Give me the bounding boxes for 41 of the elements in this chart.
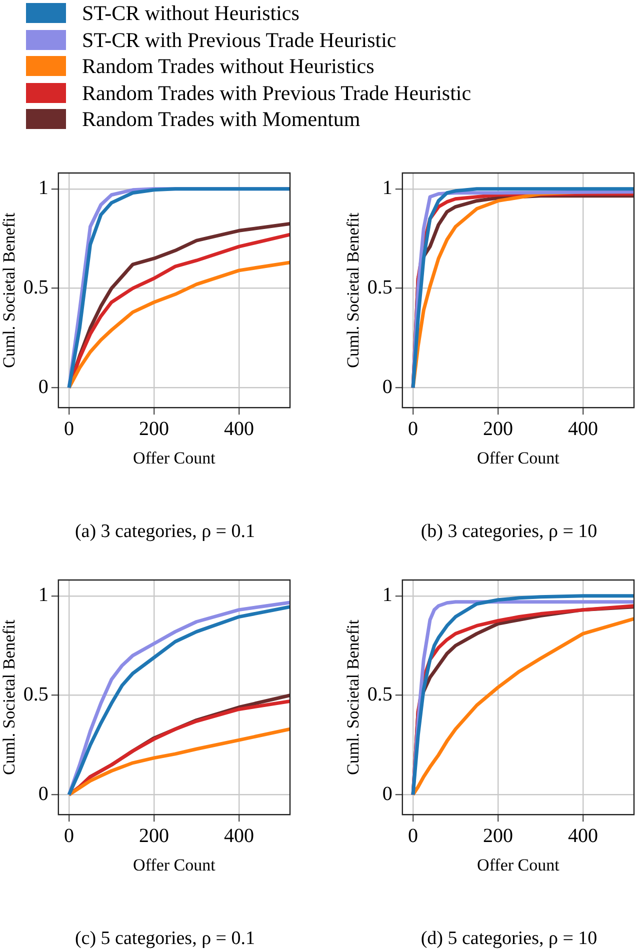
x-tick-label: 400 xyxy=(224,418,254,440)
y-tick-label: 0.5 xyxy=(367,684,392,706)
x-tick-label: 0 xyxy=(408,824,418,847)
y-tick-label: 1 xyxy=(38,177,48,200)
y-tick-label: 0 xyxy=(38,782,48,805)
legend-label: Random Trades with Previous Trade Heuristic xyxy=(82,80,472,106)
y-tick-label: 0 xyxy=(382,782,392,805)
text: (b) 3 categories, ρ = 10 xyxy=(420,521,598,543)
y-axis-title: Cuml. Societal Benefit xyxy=(344,212,363,368)
x-axis-title: Offer Count xyxy=(477,448,560,468)
legend-label: ST-CR without Heuristics xyxy=(82,0,300,26)
x-tick-label: 0 xyxy=(64,418,74,440)
x-tick-label: 200 xyxy=(139,418,170,440)
y-tick-label: 1 xyxy=(382,584,392,606)
x-tick-label: 0 xyxy=(408,418,418,440)
x-axis-title: Offer Count xyxy=(477,855,560,874)
y-tick-label: 0.5 xyxy=(23,276,48,299)
x-tick-label: 400 xyxy=(224,824,254,847)
x-axis-title: Offer Count xyxy=(133,448,216,468)
x-axis-title: Offer Count xyxy=(133,855,216,874)
x-tick-label: 400 xyxy=(568,418,598,440)
y-axis-title: Cuml. Societal Benefit xyxy=(344,619,363,775)
y-tick-label: 0.5 xyxy=(367,276,392,299)
y-tick-label: 1 xyxy=(38,584,48,606)
legend-label: Random Trades without Heuristics xyxy=(82,53,374,80)
legend-label: ST-CR with Previous Trade Heuristic xyxy=(82,26,396,53)
y-tick-label: 1 xyxy=(382,177,392,200)
text: (a) 3 categories, ρ = 0.1 xyxy=(74,521,256,543)
x-tick-label: 400 xyxy=(568,824,598,847)
legend-label: Random Trades with Momentum xyxy=(82,106,360,132)
y-axis-title: Cuml. Societal Benefit xyxy=(0,212,19,368)
y-tick-label: 0.5 xyxy=(23,684,48,706)
x-tick-label: 200 xyxy=(483,418,514,440)
x-tick-label: 200 xyxy=(483,824,514,847)
y-axis-title: Cuml. Societal Benefit xyxy=(0,619,19,775)
text: (c) 5 categories, ρ = 0.1 xyxy=(74,928,256,950)
x-tick-label: 0 xyxy=(64,824,74,847)
x-tick-label: 200 xyxy=(139,824,170,847)
y-tick-label: 0 xyxy=(382,376,392,398)
y-tick-label: 0 xyxy=(38,376,48,398)
text: (d) 5 categories, ρ = 10 xyxy=(420,928,598,950)
